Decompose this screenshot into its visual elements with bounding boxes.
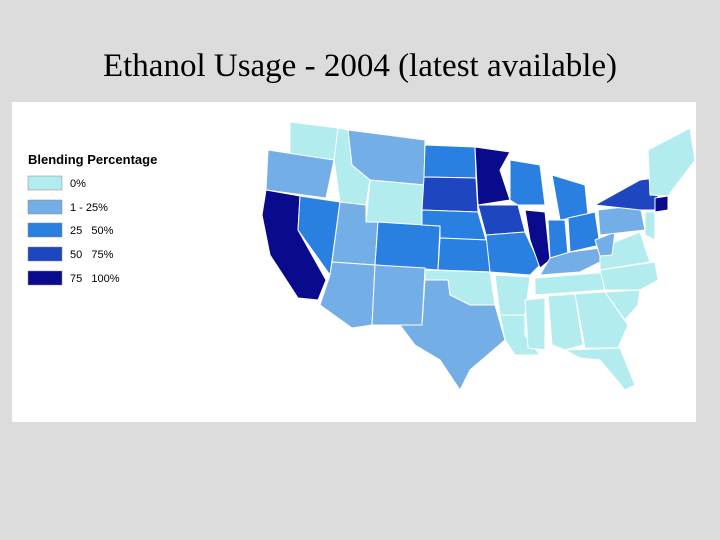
state [567,211,601,253]
legend-swatch [27,175,63,191]
state [365,179,425,226]
slide-title: Ethanol Usage - 2004 (latest available) [103,48,617,84]
state [474,146,511,206]
state [265,149,335,199]
legend-swatch [27,222,63,238]
state [399,279,506,391]
state [563,347,636,391]
legend-label: 75 100% [70,273,120,285]
state [374,221,441,271]
state [547,219,569,259]
state [494,274,531,316]
state [647,127,696,197]
legend-swatch [27,270,63,286]
state [604,289,641,321]
legend-label: 50 75% [70,249,114,261]
state [594,231,616,257]
state [599,231,651,271]
state [524,209,551,269]
state [477,204,526,236]
legend-label: 1 - 25% [70,202,108,214]
state [509,159,546,206]
state [644,211,656,241]
legend-swatch [27,246,63,262]
state [371,264,426,326]
state [423,144,477,179]
legend-label: 0% [70,178,86,190]
legend-title: Blending Percentage [28,152,157,167]
legend-label: 25 50% [70,225,114,237]
legend-swatch [27,199,63,215]
us-map [261,121,696,391]
state [485,231,541,276]
state [421,176,479,213]
state [524,297,546,351]
state [437,237,491,273]
state [654,195,669,213]
state [599,261,659,291]
state [547,293,584,351]
